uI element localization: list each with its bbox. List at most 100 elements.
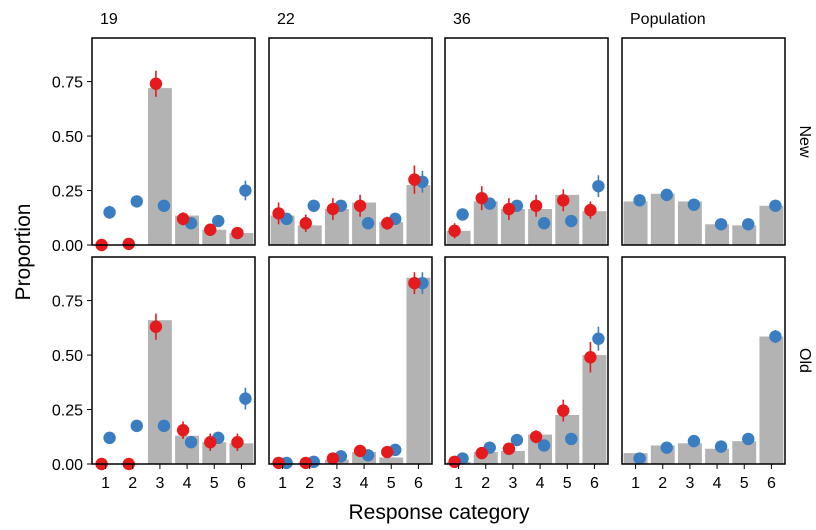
red-point [381, 217, 394, 230]
x-tick-label: 2 [481, 475, 490, 492]
red-point [408, 173, 421, 186]
bar [147, 88, 172, 246]
panel-frame [268, 37, 433, 246]
bar [229, 443, 254, 464]
blue-point [510, 433, 524, 447]
bar [705, 448, 730, 464]
x-tick-label: 5 [740, 475, 749, 492]
blue-point [184, 436, 198, 449]
y-tick-label: 0.75 [52, 75, 83, 92]
x-tick-label: 2 [128, 475, 137, 492]
bar [473, 201, 498, 245]
panel-frame [444, 37, 609, 246]
x-tick-label: 3 [508, 475, 517, 492]
red-point [176, 424, 190, 437]
column-label: 36 [453, 11, 471, 28]
bar [732, 225, 757, 245]
bar [677, 443, 702, 464]
y-axis-title: Proportion [12, 204, 35, 301]
blue-point [742, 432, 755, 446]
bar [406, 277, 431, 464]
blue-point [157, 199, 171, 212]
red-point [176, 212, 190, 226]
blue-point [769, 199, 782, 212]
blue-point [157, 419, 171, 433]
red-point [231, 436, 244, 449]
bar [759, 336, 784, 464]
red-point [272, 456, 285, 470]
blue-point [592, 332, 605, 345]
red-point [475, 446, 488, 460]
bar [650, 193, 675, 245]
blue-point [660, 441, 673, 454]
red-point [204, 436, 217, 449]
red-point [149, 320, 163, 333]
red-point [381, 445, 394, 459]
panel-frame [91, 37, 256, 246]
red-point [584, 351, 597, 364]
red-point [326, 452, 340, 465]
y-tick-label: 0.50 [52, 348, 83, 365]
bar [406, 185, 431, 245]
blue-point [212, 214, 225, 228]
blue-point [565, 432, 578, 446]
bar [500, 209, 525, 245]
x-tick-label: 6 [414, 475, 423, 492]
column-label: 19 [100, 11, 118, 28]
x-tick-label: 1 [631, 475, 640, 492]
bar [582, 355, 607, 464]
blue-point [239, 392, 252, 405]
bar [759, 205, 784, 245]
panel-frame [91, 256, 256, 465]
bar [582, 211, 607, 245]
red-point [529, 430, 543, 443]
blue-point [769, 330, 782, 343]
blue-point [130, 195, 143, 208]
red-point [204, 223, 217, 236]
y-tick-label: 0.00 [52, 238, 83, 255]
blue-point [537, 439, 551, 452]
bar [147, 320, 172, 464]
red-point [299, 217, 312, 230]
x-tick-label: 1 [454, 475, 463, 492]
x-tick-label: 1 [101, 475, 110, 492]
blue-point [687, 198, 701, 211]
red-point [122, 237, 135, 251]
red-point [353, 444, 367, 458]
bar [732, 441, 757, 464]
column-label: Population [630, 11, 706, 28]
blue-point [742, 218, 755, 231]
x-tick-label: 6 [590, 475, 599, 492]
panel-frame [621, 256, 786, 465]
panel-frame [621, 37, 786, 246]
y-tick-label: 0.50 [52, 129, 83, 146]
y-tick-label: 0.25 [52, 184, 83, 201]
blue-point [687, 434, 701, 448]
x-tick-label: 4 [183, 475, 192, 492]
x-tick-label: 4 [713, 475, 722, 492]
bar [229, 233, 254, 245]
row-label: New [796, 125, 813, 157]
x-tick-label: 3 [155, 475, 164, 492]
blue-point [456, 208, 469, 221]
red-point [448, 455, 461, 469]
x-axis-title: Response category [349, 501, 530, 524]
blue-point [633, 452, 646, 465]
red-point [272, 207, 285, 220]
blue-point [307, 199, 320, 212]
red-point [557, 404, 570, 417]
red-point [448, 224, 461, 238]
red-point [557, 194, 570, 207]
bar [379, 457, 404, 464]
red-point [326, 202, 340, 216]
blue-point [239, 184, 252, 197]
blue-point [103, 431, 116, 445]
blue-point [565, 214, 578, 228]
red-point [584, 203, 597, 217]
row-label: Old [796, 348, 813, 373]
x-tick-label: 4 [360, 475, 369, 492]
y-tick-label: 0.00 [52, 457, 83, 474]
x-tick-label: 3 [332, 475, 341, 492]
blue-point [361, 217, 375, 230]
y-tick-label: 0.25 [52, 403, 83, 420]
